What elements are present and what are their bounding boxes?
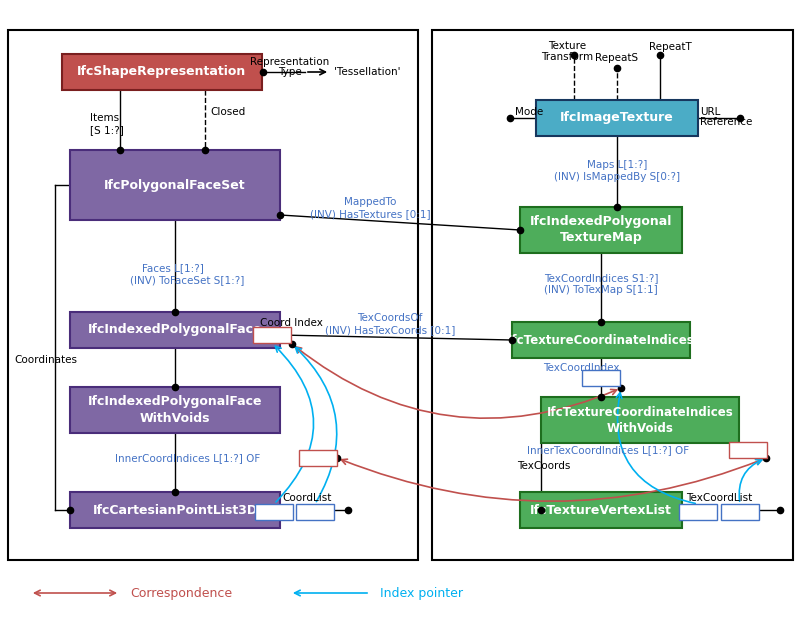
FancyBboxPatch shape	[70, 387, 280, 433]
Text: (INV) IsMappedBy S[0:?]: (INV) IsMappedBy S[0:?]	[554, 172, 680, 182]
Text: TexCoordIndex: TexCoordIndex	[543, 363, 619, 373]
Text: Transform: Transform	[541, 52, 593, 62]
Text: Coordinates: Coordinates	[14, 355, 77, 365]
Text: InnerCoordIndices L[1:?] OF: InnerCoordIndices L[1:?] OF	[115, 453, 260, 463]
FancyBboxPatch shape	[299, 450, 337, 466]
Text: Correspondence: Correspondence	[130, 587, 232, 600]
Text: L[3:?]: L[3:?]	[304, 453, 332, 463]
FancyBboxPatch shape	[253, 327, 291, 343]
FancyBboxPatch shape	[541, 397, 739, 443]
Text: Type: Type	[278, 67, 302, 77]
Text: Index pointer: Index pointer	[380, 587, 463, 600]
FancyBboxPatch shape	[679, 504, 717, 520]
FancyBboxPatch shape	[520, 492, 682, 528]
Text: Texture: Texture	[548, 41, 586, 51]
Text: RepeatT: RepeatT	[649, 42, 691, 52]
Text: MappedTo: MappedTo	[344, 197, 396, 207]
Text: L[1:?]: L[1:?]	[260, 507, 288, 517]
FancyBboxPatch shape	[296, 504, 334, 520]
FancyBboxPatch shape	[582, 370, 620, 386]
Text: L[1:?]: L[1:?]	[684, 507, 712, 517]
Text: IfcIndexedPolygonalFace
WithVoids: IfcIndexedPolygonalFace WithVoids	[88, 396, 262, 425]
Text: Mode: Mode	[515, 107, 543, 117]
FancyBboxPatch shape	[70, 492, 280, 528]
Text: IfcImageTexture: IfcImageTexture	[560, 112, 674, 125]
Text: (INV) ToFaceSet S[1:?]: (INV) ToFaceSet S[1:?]	[130, 275, 244, 285]
FancyBboxPatch shape	[70, 312, 280, 348]
Text: IfcPolygonalFaceSet: IfcPolygonalFaceSet	[104, 179, 246, 192]
Text: Faces L[1:?]: Faces L[1:?]	[142, 263, 204, 273]
Text: TexCoords: TexCoords	[517, 461, 570, 471]
Text: TexCoordsOf: TexCoordsOf	[358, 313, 422, 323]
Text: IfcTextureCoordinateIndices: IfcTextureCoordinateIndices	[508, 334, 694, 347]
Text: L[3:3]: L[3:3]	[301, 507, 330, 517]
Text: L[3:?]: L[3:?]	[734, 445, 762, 455]
Text: CoordList: CoordList	[282, 493, 331, 503]
Text: (INV) HasTextures [0:1]: (INV) HasTextures [0:1]	[310, 209, 430, 219]
FancyBboxPatch shape	[70, 150, 280, 220]
Text: IfcShapeRepresentation: IfcShapeRepresentation	[78, 66, 246, 79]
Text: Items: Items	[90, 113, 119, 123]
Text: IfcTextureVertexList: IfcTextureVertexList	[530, 503, 672, 516]
Text: IfcCartesianPointList3D: IfcCartesianPointList3D	[93, 503, 258, 516]
FancyBboxPatch shape	[520, 207, 682, 253]
FancyBboxPatch shape	[432, 30, 793, 560]
Text: RepeatS: RepeatS	[595, 53, 638, 63]
FancyBboxPatch shape	[62, 54, 262, 90]
Text: TexCoordIndices S1:?]: TexCoordIndices S1:?]	[544, 273, 658, 283]
Text: [S 1:?]: [S 1:?]	[90, 125, 124, 135]
FancyBboxPatch shape	[8, 30, 418, 560]
Text: 'Tessellation': 'Tessellation'	[334, 67, 401, 77]
FancyBboxPatch shape	[721, 504, 759, 520]
Text: L[3:?]: L[3:?]	[587, 373, 615, 383]
Text: IfcIndexedPolygonalFace: IfcIndexedPolygonalFace	[88, 324, 262, 337]
Text: Maps L[1:?]: Maps L[1:?]	[587, 160, 647, 170]
FancyBboxPatch shape	[512, 322, 690, 358]
Text: Closed: Closed	[210, 107, 246, 117]
Text: IfcIndexedPolygonal
TextureMap: IfcIndexedPolygonal TextureMap	[530, 216, 672, 244]
Text: Coord Index: Coord Index	[260, 318, 323, 328]
Text: IfcTextureCoordinateIndices
WithVoids: IfcTextureCoordinateIndices WithVoids	[546, 405, 734, 435]
FancyBboxPatch shape	[255, 504, 293, 520]
FancyBboxPatch shape	[536, 100, 698, 136]
Text: (INV) ToTexMap S[1:1]: (INV) ToTexMap S[1:1]	[544, 285, 658, 295]
Text: (INV) HasTexCoords [0:1]: (INV) HasTexCoords [0:1]	[325, 325, 455, 335]
Text: Representation: Representation	[250, 57, 330, 67]
Text: L[3:?]: L[3:?]	[258, 330, 286, 340]
Text: Reference: Reference	[700, 117, 752, 127]
Text: TexCoordList: TexCoordList	[686, 493, 752, 503]
FancyBboxPatch shape	[729, 442, 767, 458]
Text: L[2:2]: L[2:2]	[726, 507, 754, 517]
Text: URL: URL	[700, 107, 720, 117]
Text: InnerTexCoordIndices L[1:?] OF: InnerTexCoordIndices L[1:?] OF	[527, 445, 689, 455]
